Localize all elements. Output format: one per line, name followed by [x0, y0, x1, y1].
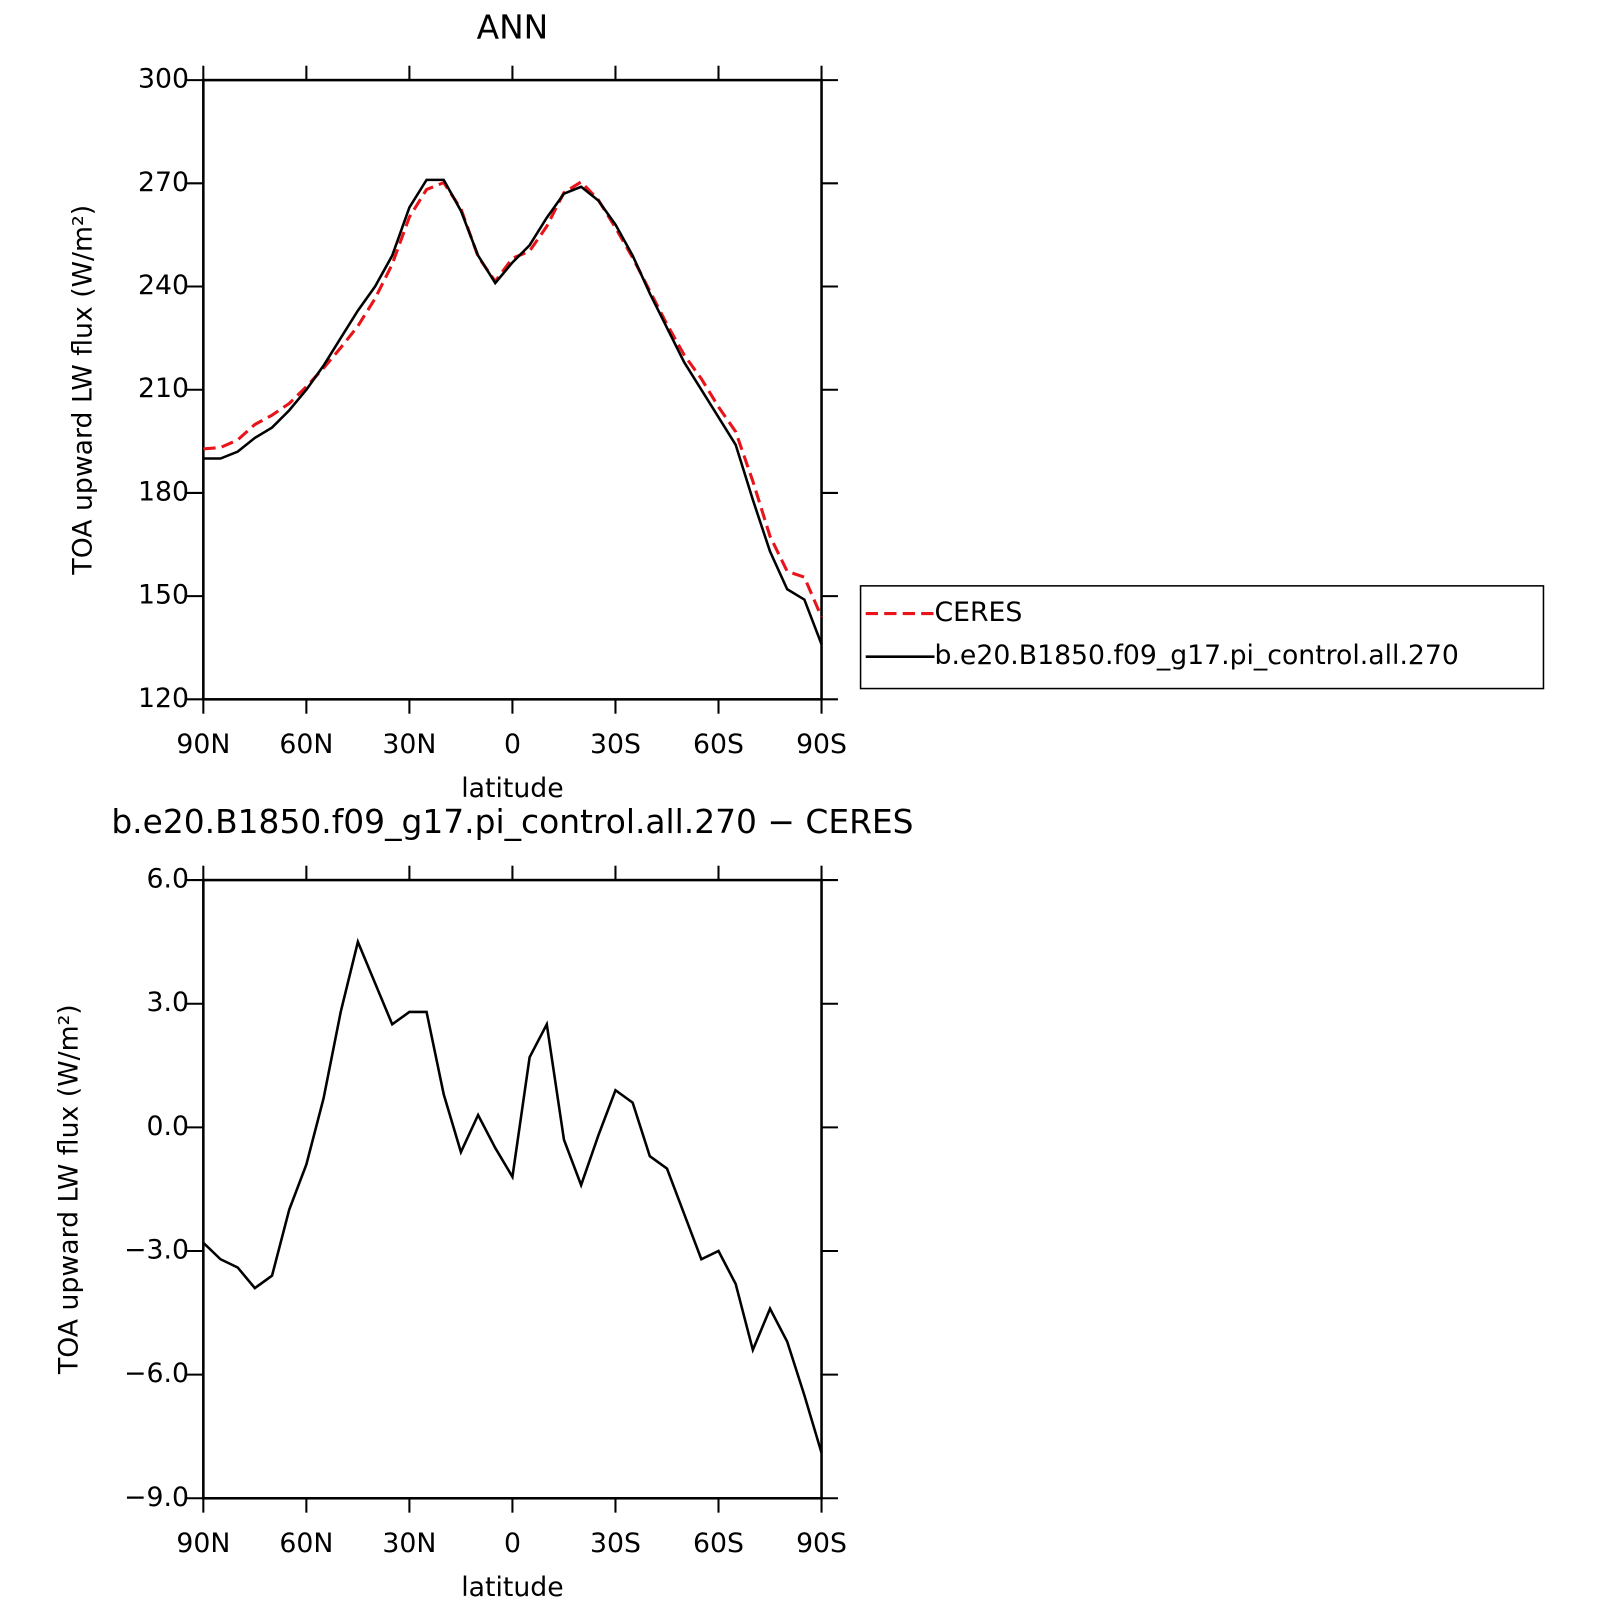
x-tick-label: 90N — [176, 729, 230, 760]
legend-label: b.e20.B1850.f09_g17.pi_control.all.270 — [935, 640, 1459, 671]
y-tick-label: 6.0 — [147, 864, 189, 895]
plot-frame — [202, 878, 823, 1500]
x-axis-label: latitude — [461, 773, 563, 804]
y-tick-label: 270 — [138, 167, 189, 198]
y-tick-label: 240 — [138, 270, 189, 301]
x-tick-label: 30S — [590, 729, 641, 760]
y-tick-label: 210 — [138, 373, 189, 404]
data-line — [202, 937, 823, 1454]
x-tick-label: 90S — [796, 1528, 847, 1559]
x-tick-label: 30S — [590, 1528, 641, 1559]
y-tick-label: −3.0 — [124, 1234, 189, 1265]
data-line — [203, 179, 823, 618]
y-tick-label: 120 — [138, 683, 189, 714]
x-tick-label: 30N — [382, 1528, 436, 1559]
y-tick-label: 150 — [138, 580, 189, 611]
x-tick-label: 90S — [796, 729, 847, 760]
x-tick-label: 90N — [176, 1528, 230, 1559]
y-axis-label: TOA upward LW flux (W/m²) — [68, 205, 99, 576]
chart-title: b.e20.B1850.f09_g17.pi_control.all.270 −… — [111, 802, 913, 841]
y-tick-label: 300 — [138, 64, 189, 95]
data-line — [203, 178, 823, 645]
chart-title: ANN — [477, 7, 549, 46]
x-tick-label: 0 — [504, 729, 521, 760]
y-tick-label: 0.0 — [147, 1111, 189, 1142]
y-tick-label: −6.0 — [124, 1358, 189, 1389]
legend-label: CERES — [935, 597, 1023, 628]
y-axis-label: TOA upward LW flux (W/m²) — [53, 1004, 84, 1375]
y-tick-label: 3.0 — [147, 987, 189, 1018]
plot-frame — [202, 78, 823, 701]
x-tick-label: 60N — [279, 729, 333, 760]
x-tick-label: 60N — [279, 1528, 333, 1559]
legend-box — [859, 585, 1545, 690]
x-tick-label: 0 — [504, 1528, 521, 1559]
y-tick-label: −9.0 — [124, 1482, 189, 1513]
x-tick-label: 30N — [382, 729, 436, 760]
y-tick-label: 180 — [138, 476, 189, 507]
x-axis-label: latitude — [461, 1572, 563, 1602]
x-tick-label: 60S — [693, 1528, 744, 1559]
x-tick-label: 60S — [693, 729, 744, 760]
